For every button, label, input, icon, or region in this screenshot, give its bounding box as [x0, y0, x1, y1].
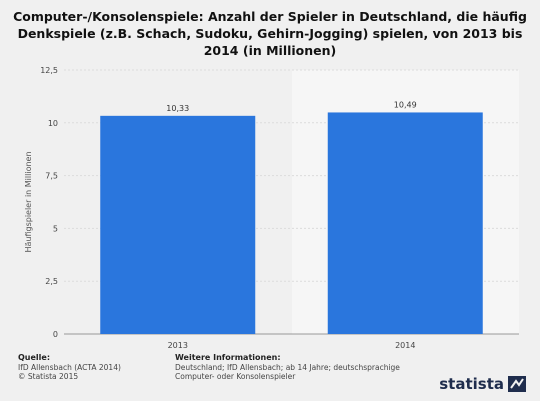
y-tick-label: 5	[53, 224, 58, 233]
y-tick-label: 12,5	[40, 66, 58, 75]
statista-logo-text[interactable]: statista	[439, 375, 504, 393]
info-line-2: Computer- oder Konsolenspieler	[175, 372, 296, 381]
source-line-1: IfD Allensbach (ACTA 2014)	[18, 362, 121, 372]
chart-title: Computer-/Konsolenspiele: Anzahl der Spi…	[13, 9, 527, 58]
info-heading: Weitere Informationen:	[175, 353, 281, 362]
y-tick-label: 0	[53, 330, 58, 339]
source-line-2: © Statista 2015	[18, 372, 79, 381]
source-block: Quelle: IfD Allensbach (ACTA 2014) © Sta…	[18, 353, 121, 382]
x-tick-label: 2013	[168, 341, 188, 349]
statista-logo-icon[interactable]	[508, 376, 526, 392]
footer: Quelle: IfD Allensbach (ACTA 2014) © Sta…	[0, 349, 540, 401]
y-axis-label: Häufigspieler in Millionen	[24, 151, 33, 252]
bars: 10,33 10,49	[100, 100, 483, 334]
info-block: Weitere Informationen: Deutschland; IfD …	[175, 353, 400, 382]
x-tick-labels: 2013 2014	[168, 341, 416, 349]
bar-2014[interactable]	[327, 112, 483, 334]
info-line-1: Deutschland; IfD Allensbach; ab 14 Jahre…	[175, 362, 400, 372]
bar-2013[interactable]	[100, 115, 256, 334]
y-tick-labels: 0 2,5 5 7,5 10 12,5	[40, 66, 58, 339]
data-label-2014: 10,49	[394, 100, 417, 109]
y-tick-label: 7,5	[45, 172, 58, 181]
source-heading: Quelle:	[18, 353, 51, 362]
x-tick-label: 2014	[395, 341, 415, 349]
y-tick-label: 10	[48, 119, 58, 128]
y-tick-label: 2,5	[45, 277, 58, 286]
bar-chart: 0 2,5 5 7,5 10 12,5 10,33 10,49 2013 2014 Häufi…	[24, 66, 519, 349]
data-label-2013: 10,33	[166, 104, 189, 113]
